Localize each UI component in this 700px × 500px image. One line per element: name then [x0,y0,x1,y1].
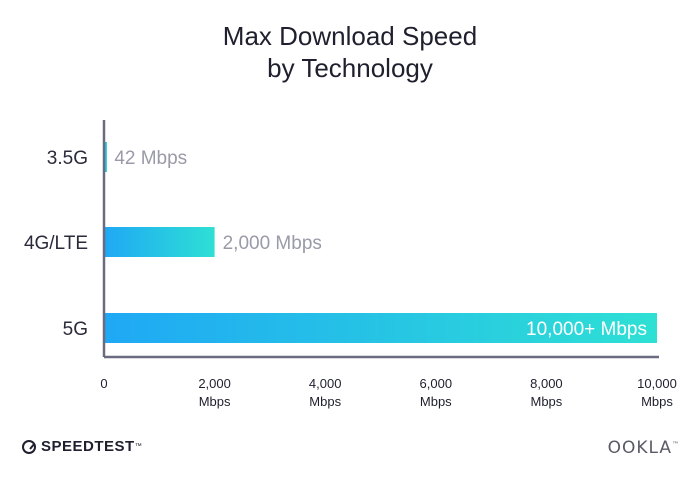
ookla-wordmark: OOKLA [607,438,672,458]
data-label-2: 10,000+ Mbps [526,319,647,340]
bar-0 [104,142,107,172]
x-tick-label-3: 6,000 [420,376,453,391]
x-tick-label-4: 8,000 [530,376,563,391]
x-tick-unit-3: Mbps [420,394,452,409]
x-tick-label-0: 0 [100,376,107,391]
category-label-2: 5G [63,319,88,340]
speedtest-logo: SPEEDTEST ™ [22,438,142,455]
ookla-logo: OOKLA™ [607,438,680,458]
speedometer-icon [22,439,36,454]
chart-title-line-2: by Technology [267,53,433,83]
x-tick-label-1: 2,000 [198,376,231,391]
x-tick-label-2: 4,000 [309,376,342,391]
data-label-0: 42 Mbps [114,148,187,169]
x-tick-unit-2: Mbps [309,394,341,409]
chart-title: Max Download Speed by Technology [0,20,700,84]
x-tick-unit-1: Mbps [199,394,231,409]
speedtest-wordmark: SPEEDTEST [41,438,135,455]
chart-title-line-1: Max Download Speed [222,21,478,51]
x-tick-unit-5: Mbps [641,394,673,409]
x-tick-unit-4: Mbps [531,394,563,409]
x-tick-label-5: 10,000 [637,376,677,391]
category-label-1: 4G/LTE [24,233,88,254]
data-label-1: 2,000 Mbps [223,233,322,254]
bar-1 [104,227,215,257]
category-label-0: 3.5G [47,148,88,169]
bar-2 [104,313,657,343]
